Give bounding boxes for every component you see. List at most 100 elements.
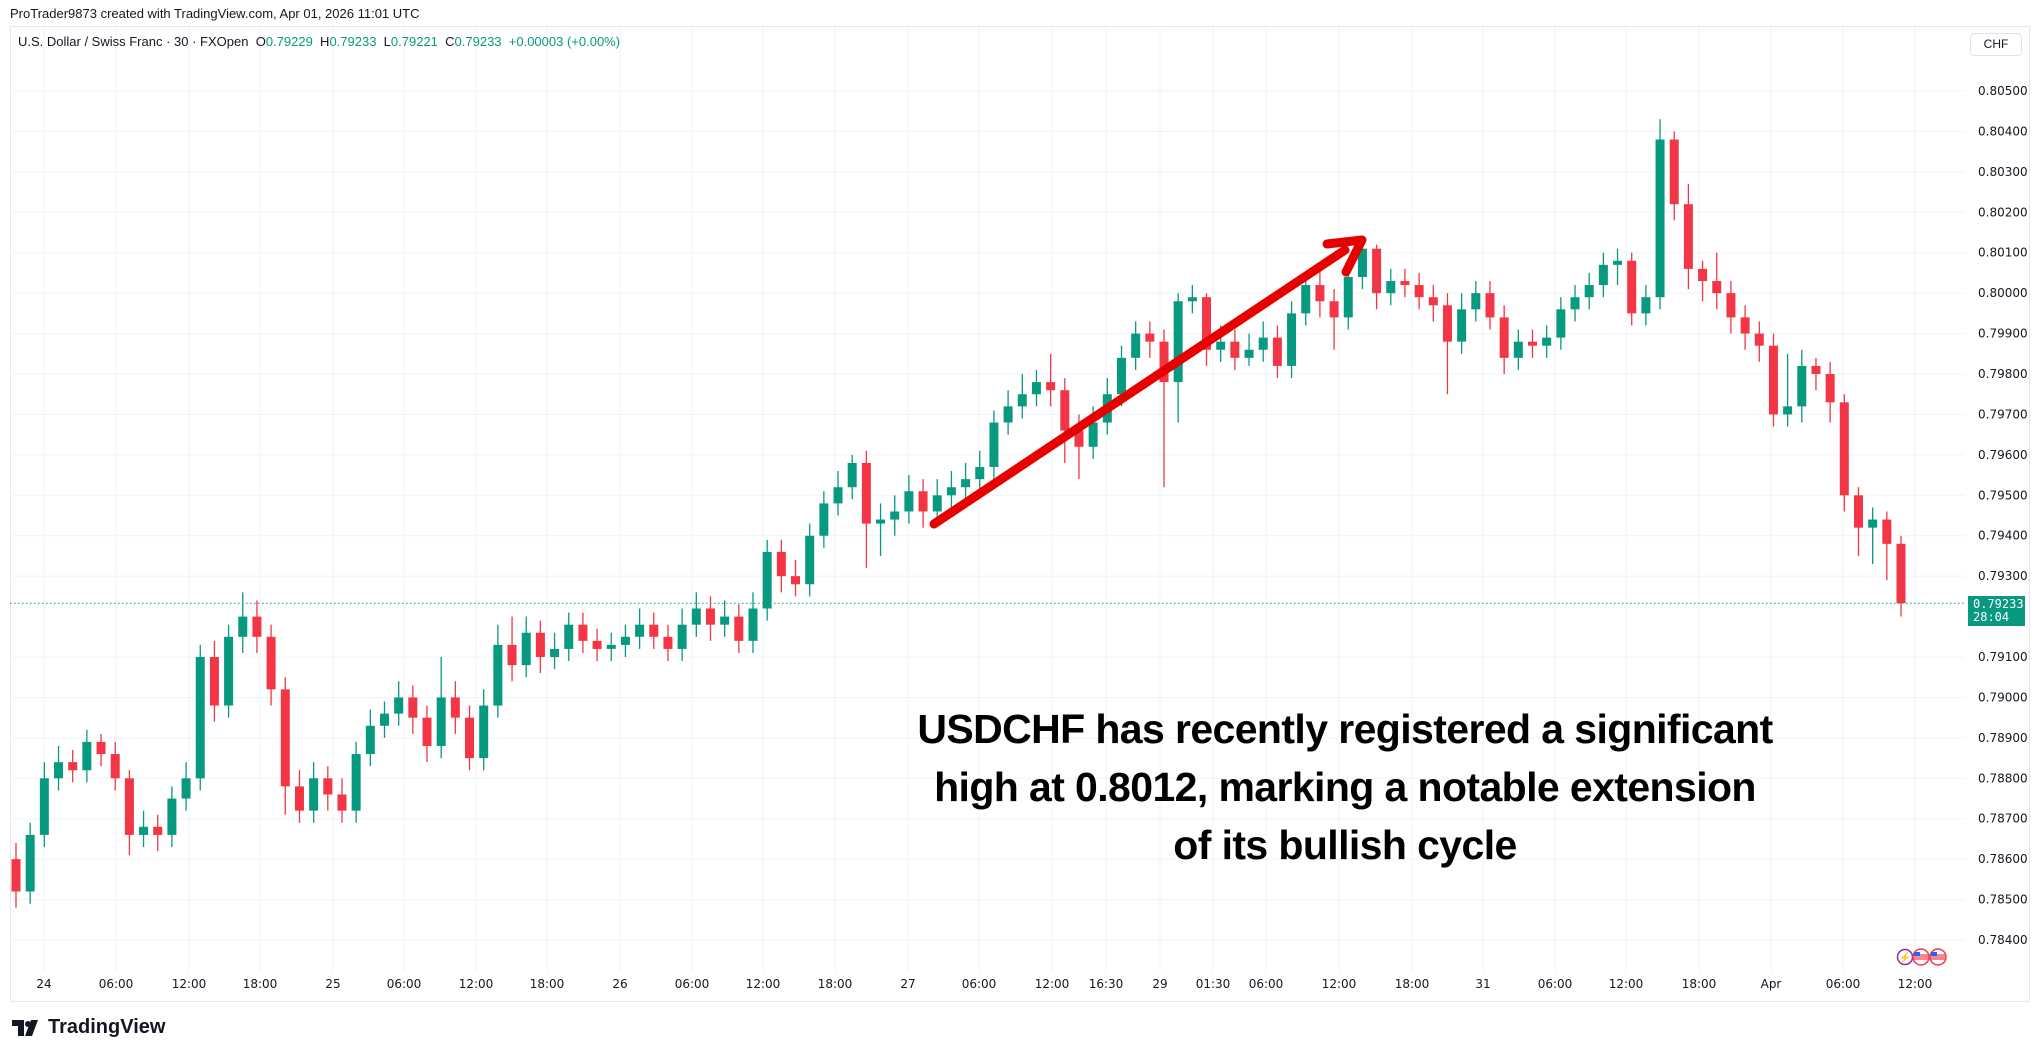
open-label: O	[255, 34, 266, 49]
candle-body	[266, 636, 276, 690]
candle-body	[1003, 406, 1013, 423]
candle	[238, 592, 248, 653]
candle	[1740, 305, 1750, 350]
x-tick-label: 29	[1152, 977, 1167, 991]
candle	[96, 733, 106, 767]
candle-body	[1754, 333, 1764, 346]
candle-body	[11, 859, 21, 892]
x-tick-label: 12:00	[1322, 977, 1357, 991]
candle-body	[1627, 260, 1637, 314]
candle-body	[351, 754, 361, 811]
candle-body	[833, 487, 843, 504]
candle-body	[1386, 281, 1396, 294]
candle-body	[224, 636, 234, 706]
candle	[266, 624, 276, 706]
candle	[1882, 511, 1892, 581]
candle	[1853, 487, 1863, 556]
svg-text:⚡: ⚡	[1899, 951, 1911, 964]
candle-body	[1187, 297, 1197, 302]
candle-body	[181, 778, 191, 799]
x-tick-label: 24	[36, 977, 51, 991]
candle-body	[422, 717, 432, 746]
y-tick-label: 0.79100	[1978, 650, 2028, 664]
y-tick-label: 0.80200	[1978, 205, 2028, 219]
candle-body	[394, 697, 404, 714]
y-tick-label: 0.78900	[1978, 731, 2028, 745]
candle-body	[493, 644, 503, 706]
last-price-value: 0.79233	[1973, 597, 2024, 611]
candle	[1428, 285, 1438, 322]
time-axis: 24 06:00 12:00 18:00 25 06:00 12:00 18:00 26 06:0…	[36, 977, 1932, 991]
candle	[550, 632, 560, 670]
x-tick-label: 06:00	[1826, 977, 1861, 991]
candle-body	[124, 778, 134, 835]
candle	[422, 705, 432, 763]
symbol-name[interactable]: U.S. Dollar / Swiss Franc · 30 · FXOpen	[18, 34, 249, 49]
candle-body	[195, 657, 205, 779]
x-tick-label: 12:00	[172, 977, 207, 991]
candle-body	[1414, 285, 1424, 298]
chart-annotation: USDCHF has recently registered a signifi…	[800, 700, 1890, 874]
candle	[507, 616, 517, 682]
candle	[961, 462, 971, 500]
candle	[54, 745, 64, 791]
candle-body	[1499, 317, 1509, 358]
candle-body	[309, 778, 319, 811]
x-tick-label: 06:00	[675, 977, 710, 991]
candle	[1287, 301, 1297, 379]
candle	[1272, 325, 1282, 379]
candle	[677, 608, 687, 662]
candle	[847, 454, 857, 500]
candle-body	[776, 551, 786, 577]
candle	[762, 539, 772, 621]
candle-body	[1074, 430, 1084, 447]
candle-body	[748, 608, 758, 641]
candle-body	[1896, 543, 1906, 604]
candle-body	[436, 697, 446, 746]
candle-body	[465, 717, 475, 759]
candle	[351, 741, 361, 823]
x-tick-label: 18:00	[818, 977, 853, 991]
candle-body	[294, 786, 304, 811]
trend-arrow	[929, 235, 1367, 529]
candle-body	[535, 632, 545, 658]
candle	[776, 539, 786, 593]
candle	[1003, 390, 1013, 435]
candle-body	[1825, 374, 1835, 403]
candle	[1386, 268, 1396, 306]
candle	[1017, 374, 1027, 419]
tradingview-logo[interactable]: TradingView	[12, 1016, 165, 1039]
x-tick-label: 12:00	[1035, 977, 1070, 991]
candle	[209, 640, 219, 722]
candle-body	[1315, 285, 1325, 302]
candle	[1244, 333, 1254, 366]
chart-frame	[10, 26, 2030, 1002]
candle	[1528, 329, 1538, 358]
candle	[1669, 131, 1679, 221]
candle-body	[238, 616, 248, 637]
candle	[124, 770, 134, 856]
candle-body	[1457, 309, 1467, 342]
currency-button[interactable]: CHF	[1970, 33, 2022, 56]
y-tick-label: 0.79600	[1978, 448, 2028, 462]
candle	[1187, 285, 1197, 314]
candle-body	[280, 689, 290, 787]
candle	[1570, 285, 1580, 322]
event-icons[interactable]: ⚡	[1896, 948, 1947, 966]
candle-body	[1272, 337, 1282, 366]
candle	[1442, 293, 1452, 395]
x-tick-label: 31	[1475, 977, 1490, 991]
candle-body	[1031, 382, 1041, 395]
candle-body	[1726, 293, 1736, 318]
candle	[748, 592, 758, 653]
candle-body	[861, 462, 871, 524]
candle-body	[1116, 357, 1126, 395]
candle-body	[1882, 519, 1892, 544]
candle	[904, 475, 914, 524]
candle	[1839, 394, 1849, 512]
candle-body	[1017, 394, 1027, 407]
candle	[791, 559, 801, 597]
candle-body	[323, 778, 333, 795]
candle-body	[1372, 248, 1382, 294]
